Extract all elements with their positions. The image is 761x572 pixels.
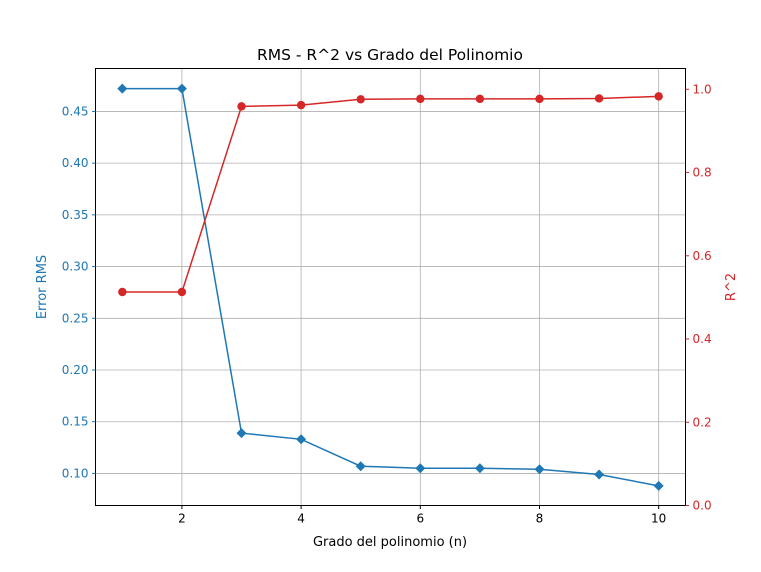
data-point-circle bbox=[356, 95, 365, 104]
data-point-circle bbox=[296, 100, 306, 110]
y2-axis-label: R^2 bbox=[724, 273, 739, 301]
data-point-diamond bbox=[594, 469, 605, 480]
chart-title: RMS - R^2 vs Grado del Polinomio bbox=[257, 46, 523, 64]
y-tick-label: 0.45 bbox=[62, 104, 89, 118]
y-tick-label: 0.10 bbox=[62, 466, 89, 480]
data-point-circle bbox=[475, 94, 485, 104]
data-point-diamond bbox=[236, 428, 247, 439]
series-line-2 bbox=[122, 95, 659, 293]
grid bbox=[95, 68, 686, 506]
data-point-diamond bbox=[653, 480, 664, 491]
x-tick-label: 10 bbox=[651, 512, 666, 526]
data-point-circle bbox=[416, 94, 425, 104]
x-axis-label: Grado del polinomio (n) bbox=[313, 535, 467, 550]
y2-tick-label: 0.8 bbox=[693, 166, 712, 180]
x-tick-label: 2 bbox=[178, 512, 186, 526]
data-point-diamond bbox=[355, 461, 366, 472]
series-lines bbox=[117, 83, 664, 491]
data-point-circle bbox=[535, 94, 544, 104]
data-point-diamond bbox=[176, 83, 187, 94]
y2-tick-label: 0.6 bbox=[693, 249, 712, 263]
y-tick-label: 0.30 bbox=[62, 260, 89, 274]
plot-frame bbox=[95, 68, 686, 506]
data-point-circle bbox=[594, 94, 604, 103]
y2-tick-label: 0.4 bbox=[693, 332, 712, 346]
y-tick-label: 0.40 bbox=[62, 156, 89, 170]
y2-tick-label: 0.0 bbox=[693, 499, 712, 513]
data-point-circle bbox=[177, 287, 187, 297]
data-point-circle bbox=[654, 92, 663, 101]
data-point-diamond bbox=[117, 83, 128, 94]
data-point-diamond bbox=[296, 434, 307, 445]
y-tick-label: 0.15 bbox=[62, 415, 89, 429]
series-line-1 bbox=[122, 87, 659, 487]
y-tick-label: 0.20 bbox=[62, 363, 89, 377]
data-point-diamond bbox=[534, 464, 545, 475]
y-axis-label: Error RMS bbox=[35, 255, 50, 319]
data-point-diamond bbox=[415, 463, 426, 474]
data-point-circle bbox=[237, 102, 246, 111]
data-point-diamond bbox=[474, 463, 485, 474]
y-tick-label: 0.25 bbox=[62, 311, 89, 325]
y-tick-label: 0.35 bbox=[62, 208, 89, 222]
x-tick-label: 4 bbox=[297, 512, 305, 526]
ticks: 2 4 6 8 10 0.10 0.15 0.20 0.25 0.30 0.35 0.40 0.45 0.… bbox=[62, 82, 712, 525]
y2-tick-label: 0.2 bbox=[693, 415, 712, 429]
data-point-circle bbox=[118, 287, 127, 297]
y2-tick-label: 1.0 bbox=[693, 82, 712, 96]
x-tick-label: 6 bbox=[416, 512, 424, 526]
x-tick-label: 8 bbox=[536, 512, 544, 526]
